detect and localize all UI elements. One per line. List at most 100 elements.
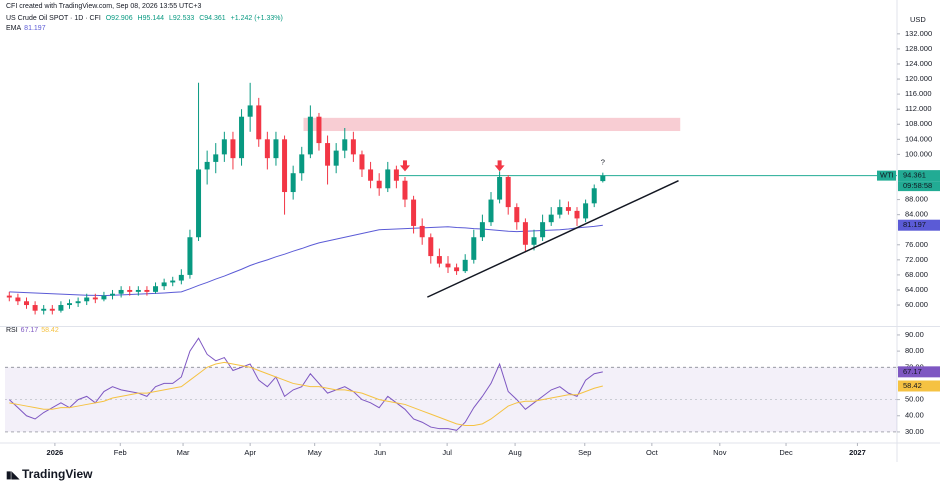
candle-body [497,176,503,200]
candle-body [221,139,227,155]
candle-body [488,199,494,223]
candle-body [204,161,210,170]
ema-line [9,224,603,297]
candle-body [583,203,589,219]
rsi-line [8,337,603,431]
rsi-tick-label: 50.00 [905,395,924,404]
candle-body [385,169,391,189]
y-tick-label: 104.000 [905,134,932,143]
candle-body [307,116,313,155]
down-arrow [494,160,505,172]
candle-body [127,289,133,292]
candle-body [144,289,150,292]
legend-row: US Crude Oil SPOT · 1D · CFI O92.906 H95… [6,15,286,22]
candle-body [75,301,81,304]
candle-body [471,237,477,260]
y-tick-label: 132.000 [905,29,932,38]
y-tick-label: 76.000 [905,240,928,249]
rsi-value: 67.17 [20,327,39,334]
resistance-zone [303,117,681,132]
y-tick-label: 116.000 [905,89,932,98]
down-arrow [399,160,410,172]
rsi-legend: RSI 67.17 58.42 [6,327,62,334]
candle-body [548,214,554,223]
candle-body [419,225,425,238]
ema-legend: EMA 81.197 [6,25,49,32]
x-tick-label: 2027 [849,448,866,457]
x-tick-label: Sep [578,448,591,457]
candle-body [15,297,21,302]
candle-body [454,267,460,272]
rsi-ma-badge: 58.42 [903,381,922,390]
brand-mark: ▮◣ [6,470,22,481]
symbol: US Crude Oil SPOT · 1D · CFI [6,15,101,22]
y-tick-label: 68.000 [905,270,928,279]
candle-body [58,305,64,311]
open: O92.906 [105,15,133,22]
close: C94.361 [199,15,226,22]
ema-value: 81.197 [24,25,46,32]
candle-body [376,180,382,189]
x-tick-label: Dec [779,448,793,457]
candle-body [101,295,107,300]
low: L92.533 [168,15,195,22]
candle-body [350,139,356,155]
y-tick-label: 72.000 [905,255,928,264]
rsi-badge: 67.17 [903,367,922,376]
candle-body [67,303,73,306]
x-tick-label: 2026 [47,448,64,457]
candle-body [565,207,571,211]
x-tick-label: Nov [713,448,727,457]
candle-body [92,297,98,300]
created-note: CFI created with TradingView.com, Sep 08… [6,3,202,10]
ema-title: EMA [6,25,22,32]
candle-body [393,169,399,181]
symbol-tag-bg [877,170,896,181]
last-price-badge: 94.361 [903,171,926,180]
candle-body [110,293,116,296]
candle-body [299,154,305,174]
candle-body [342,139,348,151]
candle-body [574,210,580,219]
candle-body [178,274,184,281]
candle-body [325,143,331,166]
rsi-badge-bg [898,366,940,378]
last-price-badge-bg [898,170,940,182]
brand: ▮◣ TradingView [6,467,92,481]
candle-body [32,305,38,311]
candle-body [187,237,193,275]
x-tick-label: Feb [114,448,127,457]
y-tick-label: 88.000 [905,195,928,204]
candle-body [462,259,468,272]
candle-body [161,282,167,287]
candle-body [445,263,451,268]
candle-body [6,295,12,298]
candle-body [196,169,202,238]
candle-body [24,301,30,306]
y-tick-label: 60.000 [905,300,928,309]
axis-unit: USD [910,15,926,24]
change: +1.242 (+1.33%) [230,15,283,22]
countdown-bg [898,181,940,192]
candle-body [239,116,245,159]
candle-body [479,222,485,238]
ema-badge: 81.197 [903,220,926,229]
question-mark: ? [601,158,605,167]
y-tick-label: 108.000 [905,119,932,128]
x-tick-label: Mar [177,448,190,457]
x-tick-label: May [308,448,322,457]
y-tick-label: 84.000 [905,210,928,219]
candle-body [49,308,55,311]
candle-body [290,173,296,193]
candle-body [213,154,219,162]
trend-line [427,180,679,298]
x-tick-label: Jul [442,448,452,457]
rsi-tick-label: 80.00 [905,346,924,355]
x-tick-label: Jun [374,448,386,457]
y-tick-label: 112.000 [905,104,932,113]
y-tick-label: 124.000 [905,59,932,68]
rsi-tick-label: 30.00 [905,427,924,436]
candle-body [84,297,90,302]
